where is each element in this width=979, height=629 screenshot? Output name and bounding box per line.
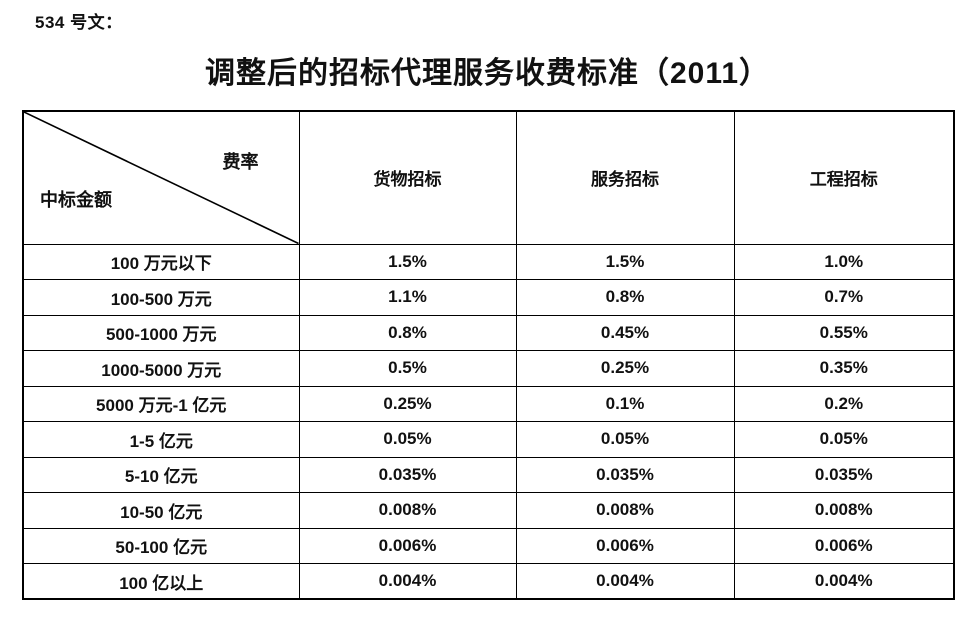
engineering-rate-cell: 0.004% (733, 563, 955, 600)
amount-cell: 100 亿以上 (22, 563, 300, 600)
table-row: 5-10 亿元 0.035% 0.035% 0.035% (22, 456, 955, 493)
services-rate-cell: 0.004% (515, 563, 735, 600)
table-row: 100 万元以下 1.5% 1.5% 1.0% (22, 243, 955, 280)
services-rate-cell: 0.008% (515, 492, 735, 529)
engineering-rate-cell: 0.035% (733, 456, 955, 493)
goods-rate-cell: 1.1% (298, 279, 517, 316)
goods-rate-cell: 0.25% (298, 385, 517, 422)
engineering-rate-cell: 0.2% (733, 385, 955, 422)
services-rate-cell: 0.035% (515, 456, 735, 493)
table-row: 10-50 亿元 0.008% 0.008% 0.008% (22, 492, 955, 529)
corner-label-amount: 中标金额 (40, 189, 112, 210)
amount-cell: 1000-5000 万元 (22, 350, 300, 387)
amount-cell: 5-10 亿元 (22, 456, 300, 493)
page-title: 调整后的招标代理服务收费标准（2011） (204, 57, 771, 90)
engineering-rate-cell: 1.0% (733, 243, 955, 280)
goods-rate-cell: 0.004% (298, 563, 517, 600)
goods-rate-cell: 0.05% (298, 421, 517, 458)
table-row: 50-100 亿元 0.006% 0.006% 0.006% (22, 527, 955, 564)
corner-header-cell: 费率 中标金额 (22, 110, 300, 245)
table-row: 100 亿以上 0.004% 0.004% 0.004% (22, 563, 955, 600)
corner-label-rate: 费率 (222, 152, 259, 172)
engineering-rate-cell: 0.35% (733, 350, 955, 387)
goods-rate-cell: 0.006% (298, 527, 517, 564)
amount-cell: 5000 万元-1 亿元 (22, 385, 300, 422)
header-row: 费率 中标金额 货物招标 服务招标 工程招标 (22, 110, 955, 245)
doc-ref: 534 号文： (35, 13, 123, 32)
goods-rate-cell: 0.8% (298, 314, 517, 351)
diagonal-divider-line (24, 112, 299, 244)
engineering-rate-cell: 0.008% (733, 492, 955, 529)
table-row: 500-1000 万元 0.8% 0.45% 0.55% (22, 314, 955, 351)
table-row: 100-500 万元 1.1% 0.8% 0.7% (22, 279, 955, 316)
table-row: 5000 万元-1 亿元 0.25% 0.1% 0.2% (22, 385, 955, 422)
services-rate-cell: 1.5% (515, 243, 735, 280)
amount-cell: 100-500 万元 (22, 279, 300, 316)
services-rate-cell: 0.25% (515, 350, 735, 387)
amount-cell: 1-5 亿元 (22, 421, 300, 458)
engineering-rate-cell: 0.55% (733, 314, 955, 351)
amount-cell: 500-1000 万元 (22, 314, 300, 351)
engineering-rate-cell: 0.05% (733, 421, 955, 458)
services-rate-cell: 0.8% (515, 279, 735, 316)
amount-cell: 50-100 亿元 (22, 527, 300, 564)
amount-cell: 10-50 亿元 (22, 492, 300, 529)
goods-rate-cell: 0.008% (298, 492, 517, 529)
table-row: 1-5 亿元 0.05% 0.05% 0.05% (22, 421, 955, 458)
goods-rate-cell: 1.5% (298, 243, 517, 280)
fee-rate-table: 费率 中标金额 货物招标 服务招标 工程招标 100 万元以下 1.5% 1.5… (22, 110, 955, 600)
services-rate-cell: 0.1% (515, 385, 735, 422)
engineering-rate-cell: 0.006% (733, 527, 955, 564)
services-rate-cell: 0.05% (515, 421, 735, 458)
table-row: 1000-5000 万元 0.5% 0.25% 0.35% (22, 350, 955, 387)
column-header-goods: 货物招标 (298, 110, 517, 245)
engineering-rate-cell: 0.7% (733, 279, 955, 316)
column-header-engineering: 工程招标 (733, 110, 955, 245)
goods-rate-cell: 0.035% (298, 456, 517, 493)
services-rate-cell: 0.006% (515, 527, 735, 564)
goods-rate-cell: 0.5% (298, 350, 517, 387)
amount-cell: 100 万元以下 (22, 243, 300, 280)
column-header-services: 服务招标 (515, 110, 735, 245)
services-rate-cell: 0.45% (515, 314, 735, 351)
